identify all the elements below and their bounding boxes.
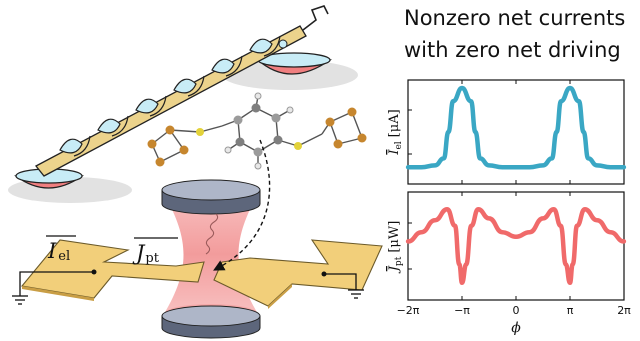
x-tick-label: 2π xyxy=(617,304,631,317)
plot-frame xyxy=(407,191,625,301)
molecule-atoms xyxy=(147,92,367,170)
series-line-heat xyxy=(405,206,627,286)
archimedes-screw-icon xyxy=(8,5,358,203)
title-line-2: with zero net driving xyxy=(404,38,621,62)
y-axis-label-electric: Iel[μA] xyxy=(387,109,404,155)
chart-heat-current: Jpt[μW] −2π −π 0 π 2π ϕ xyxy=(387,191,631,336)
x-axis-label: ϕ xyxy=(511,320,521,336)
electrode-right xyxy=(213,239,383,309)
title-line-1: Nonzero net currents xyxy=(404,6,626,30)
chart-electric-current: Iel[μA] xyxy=(387,79,627,185)
photon-wave xyxy=(205,213,219,255)
lower-bowl-icon xyxy=(14,168,85,189)
label-pt: Jpt xyxy=(132,241,160,266)
electrode-left xyxy=(20,239,205,301)
dashed-arrow xyxy=(213,139,271,271)
series-line-electric xyxy=(405,85,627,170)
ground-icon xyxy=(12,271,364,305)
x-tick-label: −π xyxy=(454,304,470,317)
x-tick-label: −2π xyxy=(397,304,420,317)
x-tick-label: π xyxy=(567,304,574,317)
y-axis-label-heat: Jpt[μW] xyxy=(387,221,404,275)
x-tick-label: 0 xyxy=(513,304,520,317)
